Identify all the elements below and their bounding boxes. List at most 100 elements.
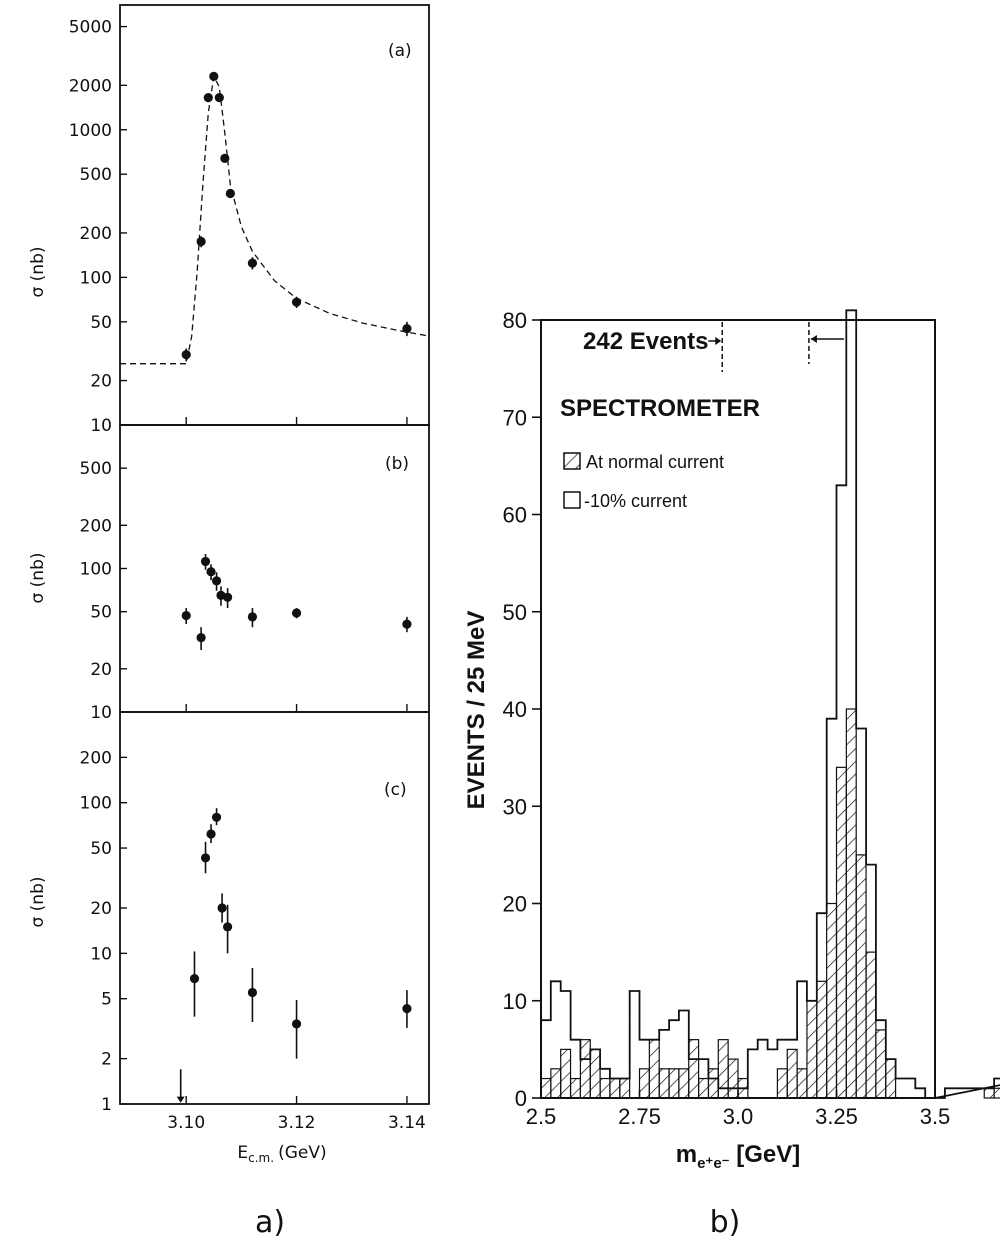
hatched-bar bbox=[609, 1077, 621, 1099]
hist-y-tick-label: 50 bbox=[503, 600, 527, 625]
histogram-title: SPECTROMETER bbox=[560, 395, 760, 422]
data-point bbox=[291, 297, 302, 307]
y-tick-label: 1000 bbox=[69, 121, 112, 141]
data-point bbox=[200, 556, 211, 567]
x-tick-label: 3.10 bbox=[167, 1113, 205, 1133]
x-tick-label: 3.14 bbox=[388, 1113, 426, 1133]
hatched-bar bbox=[816, 980, 828, 1099]
panel-a-marks: 10 20 50 100 200 500 1000 2000 5000 bbox=[69, 18, 430, 436]
histogram-xlabel: me⁺e⁻ [GeV] bbox=[676, 1141, 801, 1172]
hist-y-tick-label: 70 bbox=[503, 405, 527, 430]
data-point bbox=[247, 612, 258, 622]
data-point bbox=[291, 608, 302, 618]
hatched-bar bbox=[786, 1048, 798, 1099]
hist-y-tick-label: 40 bbox=[503, 697, 527, 722]
panel-c-label: (c) bbox=[384, 780, 407, 800]
panel-b-frame bbox=[119, 424, 430, 713]
hatched-bar bbox=[776, 1068, 788, 1099]
xlabel-unit: (GeV) bbox=[278, 1143, 327, 1163]
data-point bbox=[402, 323, 412, 334]
hist-y-tick-label: 30 bbox=[503, 794, 527, 819]
data-point bbox=[225, 188, 235, 199]
data-point bbox=[206, 567, 216, 577]
data-point bbox=[181, 349, 191, 360]
data-point bbox=[220, 153, 230, 163]
hist-x-tick-label: 2.5 bbox=[526, 1104, 557, 1129]
y-tick-label: 2000 bbox=[69, 76, 112, 96]
right-figure-spectrometer-histogram: 0 10 20 30 40 50 60 70 80 2.5 2.75 3.0 3.25 3.5 EVENT… bbox=[463, 308, 1000, 1172]
hatched-bar bbox=[796, 1068, 808, 1099]
legend-label-normal-current: At normal current bbox=[586, 452, 724, 472]
bracket-left-arrowhead bbox=[715, 337, 722, 345]
panel-a-frame bbox=[119, 4, 430, 426]
y-tick-label: 2 bbox=[101, 1050, 112, 1070]
data-point bbox=[181, 610, 191, 621]
y-tick-label: 500 bbox=[80, 165, 112, 185]
hatched-bar bbox=[707, 1068, 719, 1099]
data-point bbox=[217, 903, 227, 913]
x-tick-label: 3.12 bbox=[278, 1113, 316, 1133]
data-point bbox=[203, 93, 213, 103]
y-tick-label: 200 bbox=[80, 224, 112, 244]
hist-y-tick-label: 0 bbox=[515, 1086, 527, 1111]
hatched-bar bbox=[589, 1048, 601, 1099]
panel-c-frame bbox=[119, 711, 430, 1105]
legend-swatch-hatched bbox=[563, 452, 581, 470]
y-tick-label: 50 bbox=[90, 313, 112, 333]
legend: At normal current -10% current bbox=[563, 452, 724, 511]
y-tick-label: 10 bbox=[90, 944, 112, 964]
panel-a-ylabel: σ (nb) bbox=[28, 246, 48, 297]
data-point bbox=[200, 853, 211, 863]
hatched-bar bbox=[697, 1077, 710, 1099]
histogram-xlabel-unit: [GeV] bbox=[730, 1141, 801, 1168]
y-tick-label: 100 bbox=[80, 560, 112, 580]
hatched-bar bbox=[579, 1039, 591, 1099]
data-point bbox=[196, 236, 206, 247]
y-tick-label: 5 bbox=[101, 990, 112, 1010]
fit-curve bbox=[120, 74, 430, 365]
caption-b: b) bbox=[710, 1205, 741, 1240]
y-tick-label: 100 bbox=[80, 794, 112, 814]
hatched-bar bbox=[638, 1068, 650, 1099]
hatched-bar bbox=[540, 1077, 552, 1099]
histogram-xlabel-main: m bbox=[676, 1141, 697, 1168]
y-tick-label: 200 bbox=[80, 748, 112, 768]
hatched-bar bbox=[855, 854, 867, 1099]
hatched-bar bbox=[688, 1039, 700, 1099]
panel-c-xlabel: Ec.m. (GeV) bbox=[237, 1143, 326, 1165]
bracket-right-arrowhead bbox=[810, 335, 817, 343]
y-tick-label: 20 bbox=[90, 899, 112, 919]
hist-y-tick-label: 10 bbox=[503, 989, 527, 1014]
data-point bbox=[189, 973, 200, 984]
histogram-ylabel: EVENTS / 25 MeV bbox=[463, 611, 490, 810]
upper-limit-arrow-head bbox=[176, 1096, 185, 1103]
hatched-bar bbox=[885, 1058, 897, 1099]
hatched-bar bbox=[717, 1039, 729, 1099]
histogram-marks: 0 10 20 30 40 50 60 70 80 2.5 2.75 3.0 3.25 3.5 bbox=[503, 308, 1000, 1129]
hatched-bar bbox=[550, 1068, 562, 1099]
hist-x-tick-label: 3.5 bbox=[920, 1104, 951, 1129]
hatched-bar bbox=[648, 1039, 660, 1099]
y-tick-label: 200 bbox=[80, 516, 112, 536]
data-point bbox=[206, 829, 216, 839]
y-tick-label: 5000 bbox=[69, 18, 112, 38]
hist-y-tick-label: 20 bbox=[503, 892, 527, 917]
data-point bbox=[247, 258, 258, 268]
hatched-bar bbox=[835, 766, 847, 1099]
y-tick-label: 10 bbox=[90, 416, 112, 436]
legend-swatch-open bbox=[563, 491, 581, 509]
data-point bbox=[211, 576, 222, 586]
data-point bbox=[211, 812, 222, 822]
y-tick-label: 500 bbox=[80, 459, 112, 479]
hatched-bar bbox=[727, 1058, 739, 1099]
y-tick-label: 20 bbox=[90, 660, 112, 680]
panel-c-marks: 1 2 5 10 20 50 100 200 3.10 3.12 3.14 bbox=[80, 748, 426, 1133]
panel-a-label: (a) bbox=[388, 41, 412, 61]
panel-b-ylabel: σ (nb) bbox=[28, 552, 48, 603]
hatched-bar bbox=[826, 902, 838, 1099]
y-tick-label: 50 bbox=[90, 839, 112, 859]
hatched-bar bbox=[599, 1077, 611, 1099]
hatched-bar bbox=[569, 1077, 581, 1099]
y-tick-label: 1 bbox=[101, 1095, 112, 1115]
hatched-bar bbox=[658, 1068, 670, 1099]
